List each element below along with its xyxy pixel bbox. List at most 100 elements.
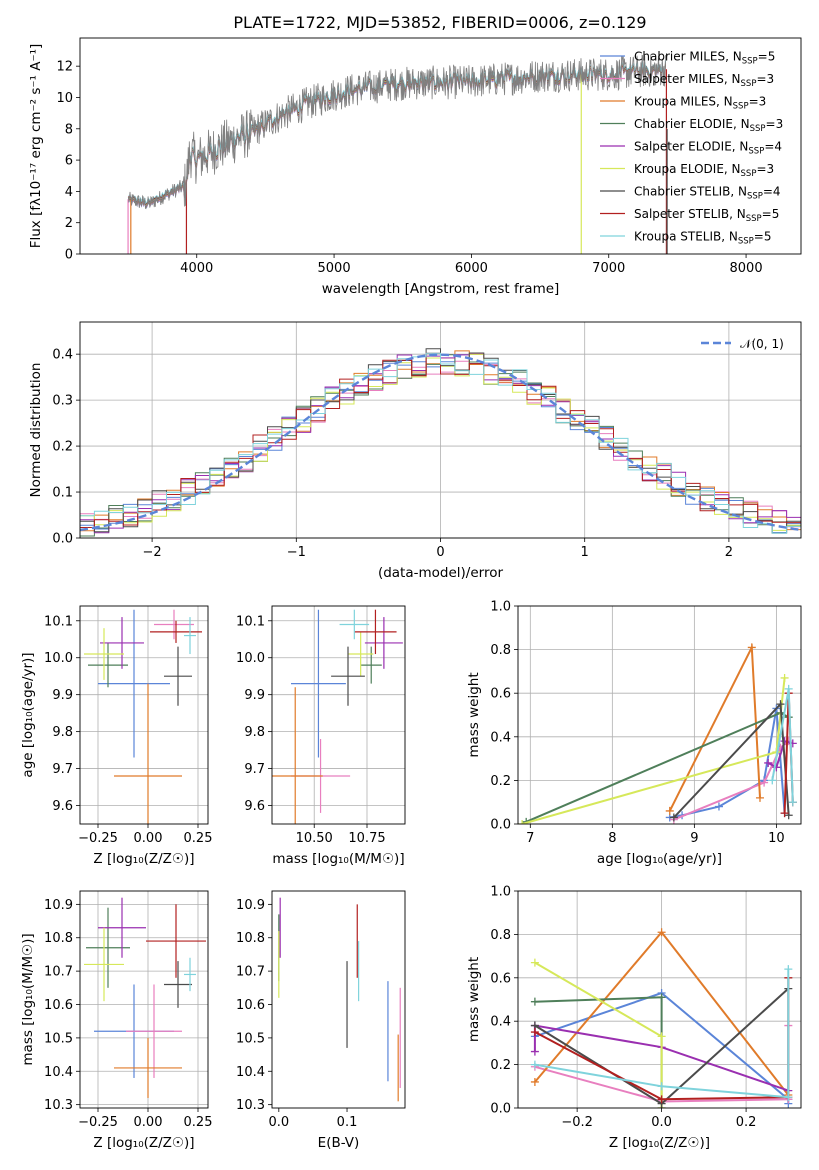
mass-vs-Z-xlabel: Z [log₁₀(Z/Z☉)]	[93, 1135, 194, 1151]
errorbar-point	[348, 631, 374, 677]
mass-vs-EBV-plot-area	[278, 897, 401, 1102]
weight-vs-Z-frame	[517, 890, 802, 1109]
y-tick-label: 6	[65, 154, 73, 169]
weight-point-marker	[530, 958, 539, 967]
age-vs-mass-xlabel: mass [log₁₀(M/M☉)]	[272, 851, 404, 867]
weight-point-marker	[657, 928, 666, 937]
weight-point-marker	[530, 1060, 539, 1069]
errorbar-point	[364, 617, 403, 669]
residuals-panel: −2 −1 0 1 2 0.0 0.1 0.2 0.3 0.4 (data-model)/error…	[28, 321, 802, 581]
x-tick-label: −0.2	[561, 1115, 593, 1130]
y-tick-label: 9.6	[52, 799, 73, 814]
y-tick-label: 10.5	[44, 1031, 73, 1046]
weight-vs-age-plot-area	[518, 643, 797, 824]
weight-point-marker	[657, 1032, 666, 1041]
x-tick-label: 4000	[180, 261, 213, 276]
weight-point-marker	[530, 997, 539, 1006]
residuals-legend: 𝒩(0, 1)	[701, 337, 784, 351]
mass-vs-EBV-axes: 0.0 0.1 10.3 10.4 10.5 10.6 10.7 10.8 10.9 E(B-V)	[236, 890, 406, 1151]
weight-point-marker	[530, 1077, 539, 1086]
weight-point-marker	[530, 1047, 539, 1056]
mass-vs-EBV-frame	[271, 890, 406, 1109]
weight-point-marker	[764, 758, 773, 767]
x-tick-label: 7	[526, 831, 534, 846]
x-tick-label: 9	[690, 831, 698, 846]
spectrum-data-line	[127, 54, 667, 210]
y-tick-label: 10.0	[44, 651, 73, 666]
errorbar-point	[354, 609, 397, 655]
legend-entry: Salpeter ELODIE, NSSP=4	[634, 140, 782, 157]
weight-point-marker	[784, 684, 793, 693]
weight-point-marker	[530, 1028, 539, 1037]
y-tick-label: 1.0	[490, 885, 511, 900]
y-tick-label: 9.8	[244, 725, 265, 740]
residuals-xlabel: (data-model)/error	[378, 565, 504, 581]
y-tick-label: 0.2	[490, 774, 511, 789]
x-tick-label: 0.00	[134, 1115, 163, 1130]
spectrum-frame	[79, 37, 802, 255]
weight-series-line	[668, 643, 761, 812]
y-tick-label: 10.7	[236, 965, 265, 980]
weight-point-marker	[665, 806, 674, 815]
errorbar-point	[339, 609, 370, 640]
x-tick-label: 7000	[592, 261, 625, 276]
weight-point-marker	[669, 813, 678, 822]
y-tick-label: 4	[65, 185, 73, 200]
x-tick-label: −1	[287, 545, 306, 560]
y-tick-label: 10.8	[44, 931, 73, 946]
y-tick-label: 0.1	[52, 486, 73, 501]
legend-entry: Kroupa MILES, NSSP=3	[634, 95, 766, 112]
legend-entry: Chabrier STELIB, NSSP=4	[634, 185, 781, 202]
y-tick-label: 9.7	[52, 762, 73, 777]
spectrum-axes: 4000 5000 6000 7000 8000 0 2 4 6 8 10 12 wavelength …	[28, 37, 802, 297]
x-tick-label: 0.25	[184, 831, 213, 846]
x-tick-label: 0.1	[337, 1115, 358, 1130]
y-tick-label: 0.8	[490, 643, 511, 658]
weight-point-marker	[784, 1093, 793, 1102]
x-tick-label: 10.75	[348, 831, 385, 846]
errorbar-point	[184, 957, 196, 992]
errorbar-point	[100, 617, 144, 669]
x-tick-label: −2	[143, 545, 162, 560]
spectrum-panel: 4000 5000 6000 7000 8000 0 2 4 6 8 10 12 wavelength …	[28, 37, 802, 297]
y-tick-label: 0.6	[490, 971, 511, 986]
age-vs-Z-xlabel: Z [log₁₀(Z/Z☉)]	[93, 851, 194, 867]
mass-vs-Z-ylabel: mass [log₁₀(M/M☉)]	[20, 933, 36, 1065]
y-tick-label: 9.8	[52, 725, 73, 740]
y-tick-label: 10.6	[236, 998, 265, 1013]
x-tick-label: 10	[768, 831, 785, 846]
y-tick-label: 0	[65, 248, 73, 263]
y-tick-label: 1.0	[490, 600, 511, 615]
y-tick-label: 0.3	[52, 394, 73, 409]
weight-vs-Z-ylabel: mass weight	[466, 957, 482, 1042]
weight-vs-Z-xlabel: Z [log₁₀(Z/Z☉)]	[609, 1135, 710, 1151]
x-tick-label: 1	[581, 545, 589, 560]
y-tick-label: 10.4	[44, 1065, 73, 1080]
errorbar-point	[88, 642, 128, 688]
y-tick-label: 9.9	[244, 688, 265, 703]
weight-vs-Z-axes: −0.2 0.0 0.2 0.0 0.2 0.4 0.6 0.8 1.0 Z [log₁₀(Z/Z…	[466, 885, 802, 1151]
y-tick-label: 0.4	[490, 1015, 511, 1030]
errorbar-point	[84, 927, 124, 1002]
age-vs-mass-axes: 10.50 10.75 9.6 9.7 9.8 9.9 10.0 10.1 mass [log₁…	[236, 605, 406, 867]
x-tick-label: 5000	[318, 261, 351, 276]
normal-reference-curve	[80, 353, 801, 532]
errorbar-point	[272, 687, 323, 824]
x-tick-label: 0.0	[268, 1115, 289, 1130]
y-tick-label: 10.3	[236, 1098, 265, 1113]
mass-vs-EBV-panel: 0.0 0.1 10.3 10.4 10.5 10.6 10.7 10.8 10.9 E(B-V)	[236, 890, 406, 1151]
weight-vs-age-grid	[518, 605, 801, 825]
y-tick-label: 10.9	[44, 898, 73, 913]
spectrum-plot-area	[127, 54, 668, 254]
y-tick-label: 0.0	[490, 818, 511, 833]
spectrum-xlabel: wavelength [Angstrom, rest frame]	[322, 281, 560, 297]
errorbar-point	[84, 628, 124, 680]
y-tick-label: 0.4	[52, 348, 73, 363]
y-tick-label: 10.1	[236, 614, 265, 629]
weight-vs-age-axes: 7 8 9 10 0.0 0.2 0.4 0.6 0.8 1.0 age [log₁₀(age/yr…	[466, 600, 802, 867]
x-tick-label: −0.25	[78, 831, 118, 846]
errorbar-point	[114, 1037, 182, 1098]
errorbar-point	[291, 609, 346, 758]
legend-entry: Salpeter STELIB, NSSP=5	[634, 207, 779, 224]
